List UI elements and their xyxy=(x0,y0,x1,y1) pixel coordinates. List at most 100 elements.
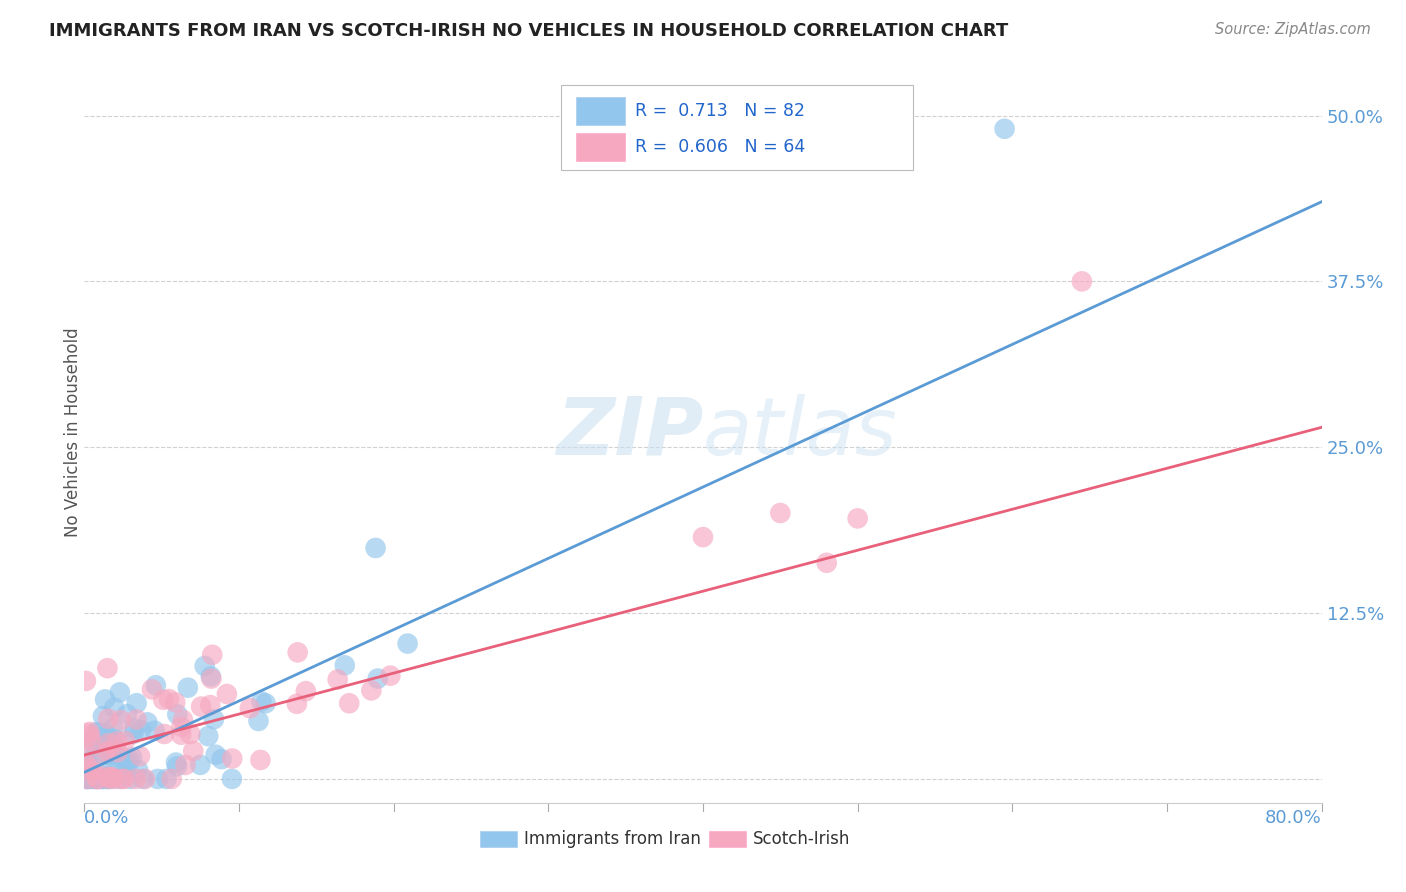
Point xyxy=(174,758,197,772)
Point xyxy=(110,713,132,727)
Point xyxy=(87,746,110,760)
Point xyxy=(75,757,97,772)
Point xyxy=(211,752,233,766)
Point xyxy=(125,772,148,786)
Point xyxy=(87,725,110,739)
Point xyxy=(79,729,101,743)
Point xyxy=(1071,274,1094,288)
Point xyxy=(146,772,169,786)
Point xyxy=(97,729,120,743)
Text: 80.0%: 80.0% xyxy=(1265,809,1322,828)
Text: 0.0%: 0.0% xyxy=(84,809,129,828)
Point xyxy=(86,772,108,786)
Point xyxy=(101,770,124,784)
Point xyxy=(221,751,243,765)
Point xyxy=(86,772,108,786)
Point xyxy=(105,734,128,748)
Point xyxy=(190,699,212,714)
Point xyxy=(166,707,188,722)
Point xyxy=(204,747,226,762)
Point xyxy=(90,772,112,786)
Point xyxy=(91,772,114,786)
Point xyxy=(86,772,108,786)
Point xyxy=(80,755,103,769)
Point xyxy=(75,746,97,760)
Point xyxy=(79,772,101,786)
Point xyxy=(194,659,217,673)
Point xyxy=(76,772,98,786)
Point xyxy=(118,753,141,767)
Point xyxy=(108,685,131,699)
Point xyxy=(97,741,120,756)
Point xyxy=(94,772,117,786)
Point xyxy=(215,687,238,701)
Point xyxy=(177,681,200,695)
Point xyxy=(86,725,108,739)
Point xyxy=(769,506,792,520)
Text: Immigrants from Iran: Immigrants from Iran xyxy=(523,830,700,848)
Point xyxy=(165,695,187,709)
Point xyxy=(96,661,118,675)
Point xyxy=(188,757,211,772)
Point xyxy=(122,727,145,741)
Point xyxy=(200,669,222,683)
Point xyxy=(239,701,262,715)
Point xyxy=(80,764,103,779)
FancyBboxPatch shape xyxy=(709,831,747,847)
Point xyxy=(295,684,318,698)
Point xyxy=(94,739,117,754)
Point xyxy=(114,734,136,748)
Point xyxy=(364,541,387,555)
Point xyxy=(97,736,120,750)
Point xyxy=(91,709,114,723)
Point xyxy=(326,673,349,687)
Point xyxy=(221,772,243,786)
Text: atlas: atlas xyxy=(703,393,898,472)
Point xyxy=(129,749,152,764)
Point xyxy=(129,723,152,738)
Point xyxy=(153,727,176,741)
Point xyxy=(97,712,120,726)
Point xyxy=(115,707,138,722)
Point xyxy=(197,729,219,743)
Point xyxy=(103,772,125,786)
Point xyxy=(166,759,188,773)
Point xyxy=(200,698,222,712)
Point xyxy=(993,121,1015,136)
Point xyxy=(91,772,114,786)
Point xyxy=(132,772,155,786)
Point xyxy=(247,714,270,728)
Point xyxy=(82,738,104,752)
Point xyxy=(79,725,101,739)
Point xyxy=(136,715,159,730)
Point xyxy=(112,772,135,786)
FancyBboxPatch shape xyxy=(481,831,517,847)
Point xyxy=(100,732,122,747)
Point xyxy=(165,756,187,770)
Point xyxy=(75,756,97,771)
FancyBboxPatch shape xyxy=(561,85,914,169)
Point xyxy=(77,772,100,786)
Point xyxy=(125,696,148,710)
Point xyxy=(202,712,225,726)
Point xyxy=(170,720,193,734)
Point xyxy=(337,696,360,710)
Point xyxy=(134,772,156,786)
Point xyxy=(108,772,131,786)
Point xyxy=(98,769,121,783)
Point xyxy=(396,636,419,650)
Point xyxy=(117,757,139,772)
Point xyxy=(83,734,105,748)
Point xyxy=(101,722,124,736)
Point xyxy=(76,756,98,770)
Text: ZIP: ZIP xyxy=(555,393,703,472)
Point xyxy=(100,772,122,786)
Point xyxy=(105,748,128,763)
Point xyxy=(160,772,183,786)
Point xyxy=(333,658,356,673)
Point xyxy=(94,727,117,741)
Point xyxy=(94,745,117,759)
Point xyxy=(111,772,134,786)
Point xyxy=(249,753,271,767)
Point xyxy=(82,762,104,776)
